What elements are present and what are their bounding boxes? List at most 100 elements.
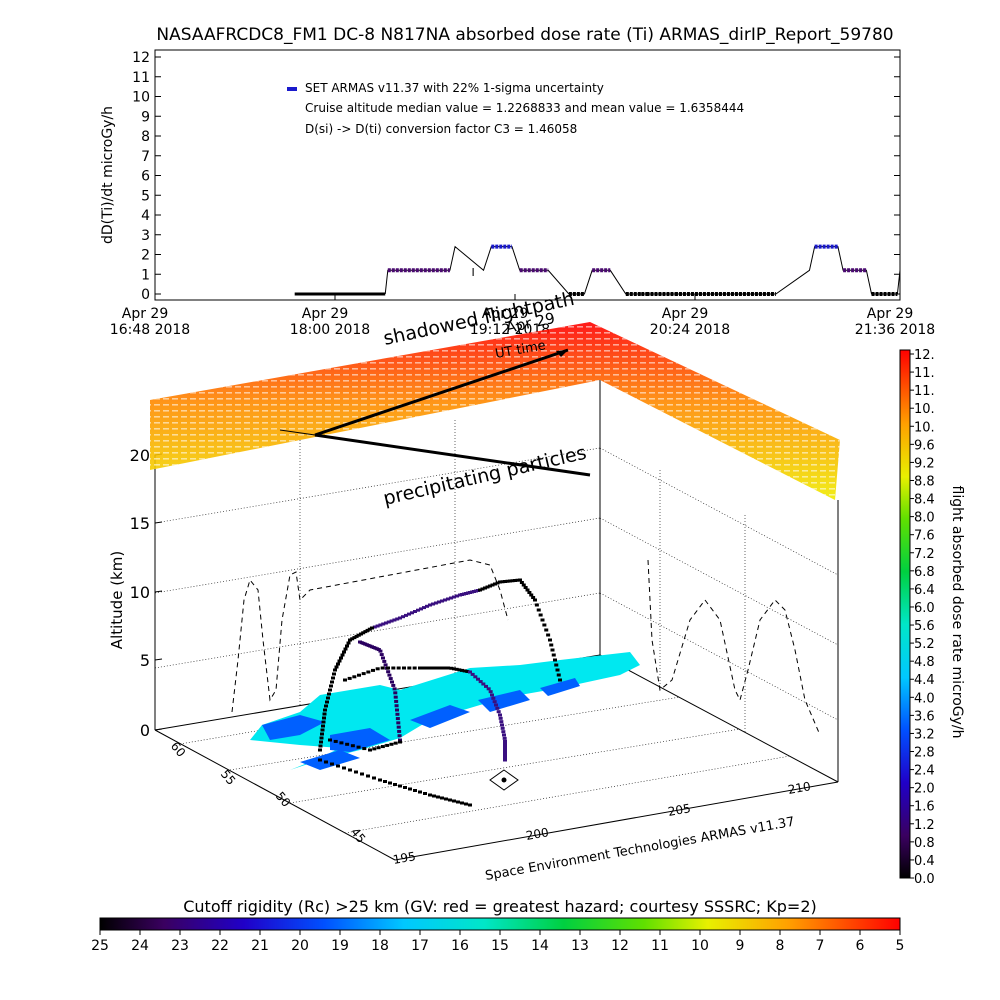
- trajectory-dot: [372, 747, 377, 751]
- trajectory-dot: [496, 710, 501, 714]
- legend-note-conversion: D(si) -> D(ti) conversion factor C3 = 1.…: [305, 122, 577, 136]
- scene-altitude-axis: 0 5 10 15 20: [130, 446, 163, 740]
- trajectory-dot: [363, 630, 368, 634]
- colorbar-right-ticklabel: 7.2: [914, 547, 935, 562]
- trajectory-dot: [454, 667, 459, 671]
- trajectory-dot: [488, 690, 493, 694]
- trajectory-dot: [346, 641, 351, 645]
- trajectory-dot: [403, 786, 407, 789]
- trajectory-dot: [538, 613, 543, 617]
- scene-grid: [154, 420, 839, 834]
- trajectory-dot: [378, 623, 383, 627]
- top-plot-series: I: [294, 244, 901, 296]
- trajectory-dot: [329, 684, 333, 688]
- trajectory-dot: [332, 672, 336, 676]
- colorbar-right-ticklabel: 4.0: [914, 691, 935, 706]
- trajectory-dot: [491, 696, 496, 700]
- trajectory-dot: [500, 723, 504, 727]
- trajectory-dot: [503, 755, 507, 759]
- trajectory-dot: [395, 717, 400, 721]
- trajectory-dot: [319, 736, 324, 740]
- trajectory-dot: [324, 760, 328, 764]
- colorbar-right-ticklabel: 0.4: [914, 854, 935, 869]
- uncertainty-mark: I: [472, 266, 475, 279]
- top-ytick-label: 4: [141, 208, 150, 224]
- trajectory-dot: [390, 680, 394, 684]
- trajectory-dot: [503, 753, 507, 757]
- trajectory-dot: [393, 695, 398, 699]
- trajectory-dot: [503, 742, 507, 746]
- trajectory-dot: [498, 580, 502, 584]
- trajectory-dot: [387, 673, 392, 677]
- colorbar-bottom-ticklabel: 21: [251, 938, 269, 954]
- flight-trajectory-3d: [318, 578, 562, 807]
- trajectory-dot: [438, 666, 442, 670]
- legend-note-median: Cruise altitude median value = 1.2268833…: [305, 101, 744, 115]
- top-ytick-label: 8: [141, 129, 150, 145]
- trajectory-dot: [342, 650, 346, 654]
- top-ytick-label: 7: [141, 149, 150, 165]
- trajectory-dot: [354, 770, 358, 774]
- scene-ytick-mark: [154, 728, 163, 731]
- colorbar-right-ticklabel: 8.4: [914, 493, 935, 508]
- trajectory-dot: [340, 653, 345, 657]
- trajectory-dot: [330, 762, 334, 766]
- colorbar-right-ticklabel: 7.6: [914, 529, 935, 544]
- colorbar-bottom-ticklabel: 8: [776, 938, 785, 954]
- trajectory-dot: [473, 675, 478, 679]
- trajectory-dot: [383, 780, 387, 783]
- trajectory-dot: [449, 666, 454, 670]
- top-xtick-label-line1: Apr 29: [482, 306, 528, 322]
- colorbar-bottom-ticklabel: 16: [451, 938, 469, 954]
- trajectory-dot: [356, 633, 361, 637]
- colorbar-right-ticklabel: 12.: [914, 348, 935, 363]
- trajectory-dot: [449, 596, 453, 600]
- trajectory-dot: [468, 670, 472, 674]
- trajectory-dot: [391, 666, 396, 670]
- trajectory-dot: [352, 636, 357, 640]
- trajectory-dot: [556, 673, 561, 677]
- trajectory-dot: [533, 598, 537, 602]
- colorbar-bottom-ticklabel: 23: [171, 938, 189, 954]
- top-plot-ylabel: dD(Ti)/dt microGy/h: [100, 106, 116, 244]
- top-ytick-label: 1: [141, 267, 150, 283]
- trajectory-dot: [343, 678, 347, 682]
- trajectory-dot: [446, 597, 450, 601]
- trajectory-dot: [501, 730, 506, 734]
- trajectory-dot: [495, 706, 500, 710]
- trajectory-dot: [523, 586, 528, 589]
- trajectory-dot: [440, 599, 444, 603]
- colorbar-bottom-ticklabel: 7: [816, 938, 825, 954]
- scene-ylabel: Altitude (km): [108, 551, 126, 649]
- trajectory-dot: [502, 733, 506, 737]
- colorbar-right-ticklabel: 3.2: [914, 727, 935, 742]
- colorbar-right-ticklabel: 0.0: [914, 872, 935, 887]
- trajectory-dot: [457, 668, 462, 672]
- colorbar-right-ticklabel: 8.0: [914, 511, 935, 526]
- colorbar-right-ticklabel: 2.0: [914, 782, 935, 797]
- trajectory-dot: [428, 793, 432, 797]
- trajectory-dot: [345, 644, 349, 648]
- trajectory-dot: [394, 704, 399, 708]
- trajectory-dot: [385, 743, 390, 747]
- trajectory-dot: [327, 692, 331, 696]
- trajectory-dot: [551, 653, 556, 657]
- trajectory-dot: [396, 725, 401, 729]
- trajectory-dot: [376, 648, 381, 652]
- trajectory-dot: [430, 666, 434, 670]
- scene-ytick-mark: [154, 658, 163, 661]
- trajectory-dot: [410, 611, 414, 615]
- trajectory-dot: [413, 610, 417, 613]
- trajectory-dot: [318, 744, 323, 748]
- trajectory-dot: [331, 676, 335, 680]
- ground-marker-dot: [501, 777, 507, 783]
- trajectory-dot: [345, 742, 350, 746]
- colorbar-bottom-ticklabel: 20: [291, 938, 309, 954]
- trajectory-dot: [328, 688, 332, 692]
- trajectory-dot: [546, 633, 551, 637]
- trajectory-dot: [505, 579, 510, 583]
- trajectory-dot: [398, 738, 402, 742]
- precipitating-particles-texture: [150, 322, 840, 500]
